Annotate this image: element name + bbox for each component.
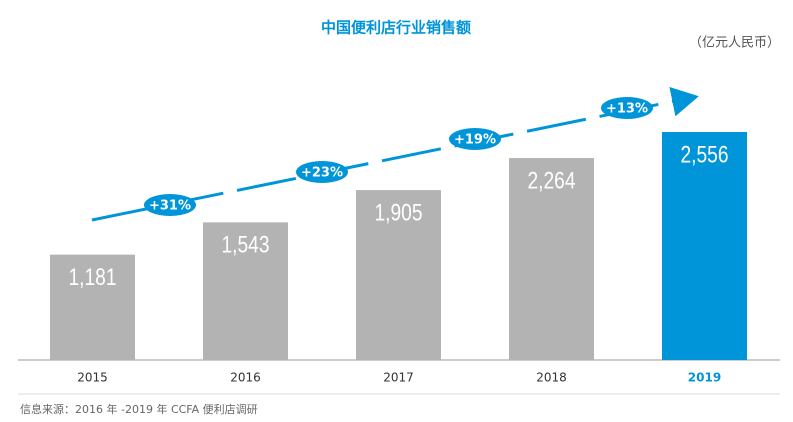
growth-badge: [144, 194, 196, 216]
chart-title: 中国便利店行业销售额: [321, 19, 471, 37]
unit-label: （亿元人民币）: [689, 36, 780, 51]
growth-badge: [449, 128, 501, 150]
value-label: 1,543: [221, 231, 269, 259]
growth-badge: [601, 97, 653, 119]
value-label: 2,264: [527, 166, 575, 194]
x-tick-label: 2017: [383, 371, 414, 385]
value-label: 2,556: [680, 140, 728, 168]
growth-label: +31%: [149, 199, 191, 214]
bar: [662, 132, 747, 360]
x-tick-label: 2016: [230, 371, 261, 385]
growth-badge: [296, 161, 348, 183]
x-tick-label: 2015: [77, 371, 108, 385]
growth-label: +13%: [606, 102, 648, 117]
bar: [356, 190, 441, 360]
bar: [509, 158, 594, 360]
x-tick-label: 2019: [688, 371, 721, 385]
x-tick-label: 2018: [536, 371, 567, 385]
bar: [203, 222, 288, 360]
source-note: 信息来源：2016 年 -2019 年 CCFA 便利店调研: [20, 402, 258, 416]
value-label: 1,905: [374, 198, 422, 226]
bar: [50, 254, 135, 360]
value-label: 1,181: [68, 263, 116, 291]
growth-label: +23%: [301, 166, 343, 181]
growth-label: +19%: [454, 133, 496, 148]
